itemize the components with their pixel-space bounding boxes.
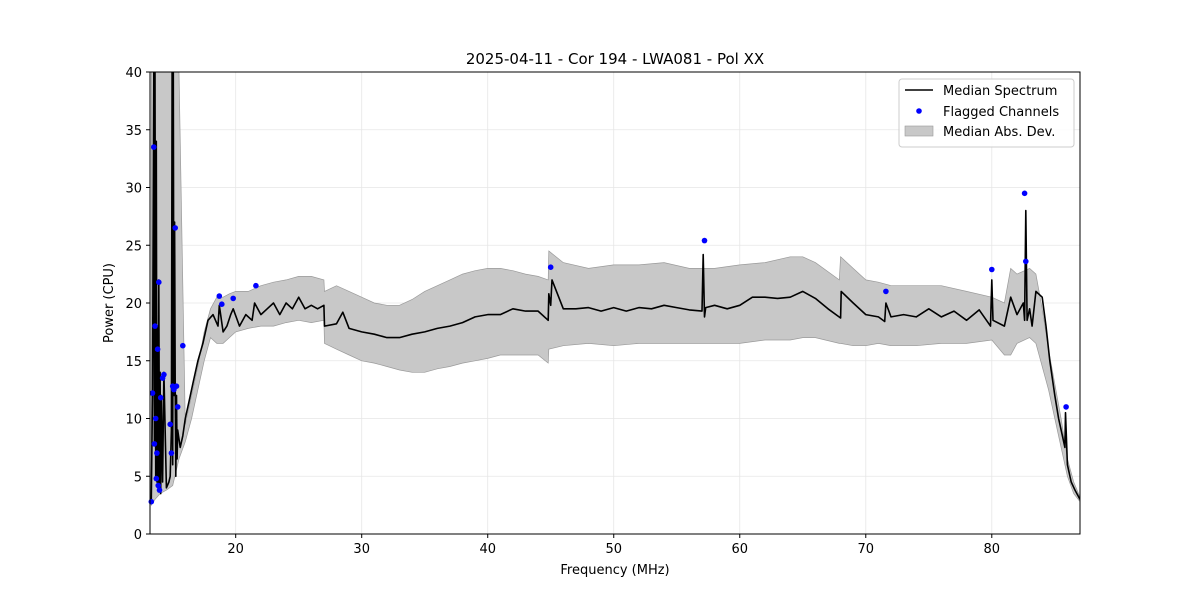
flagged-channel-point <box>219 301 225 308</box>
flagged-channel-point <box>172 225 178 231</box>
x-tick-label: 80 <box>984 542 1001 557</box>
flagged-channel-point <box>180 342 186 349</box>
flagged-channel-point <box>152 415 159 422</box>
flagged-channel-point <box>154 346 161 353</box>
median-spectrum-line <box>150 72 1080 500</box>
flagged-channel-point <box>151 144 157 150</box>
y-tick-label: 10 <box>125 413 142 428</box>
flagged-channel-point <box>167 421 173 428</box>
y-tick-label: 40 <box>125 66 142 81</box>
flagged-channel-point <box>168 450 175 456</box>
legend-median-spectrum: Median Spectrum <box>943 84 1057 99</box>
x-axis-ticks: 20 30 40 50 60 70 80 <box>227 534 1000 557</box>
flagged-channel-point <box>1021 190 1028 197</box>
x-tick-label: 20 <box>227 542 244 557</box>
y-tick-label: 30 <box>125 182 142 197</box>
legend: Median Spectrum Flagged Channels Median … <box>898 78 1075 148</box>
flagged-channel-point <box>161 371 167 378</box>
flagged-channel-point <box>1063 404 1069 410</box>
y-tick-label: 35 <box>125 124 142 139</box>
flagged-channel-point <box>149 390 156 396</box>
mad-band-layer <box>150 72 1080 507</box>
x-tick-label: 70 <box>857 542 874 557</box>
x-tick-label: 30 <box>353 542 370 557</box>
flagged-channel-point <box>156 487 163 493</box>
flagged-channel-point <box>155 482 161 489</box>
y-axis-ticks: 0 5 10 15 20 25 30 35 40 <box>125 66 150 543</box>
legend-flagged-channels: Flagged Channels <box>943 105 1059 120</box>
flagged-channel-point <box>253 282 259 289</box>
flagged-channel-point <box>883 288 889 295</box>
flagged-channel-point <box>156 279 162 286</box>
x-tick-label: 50 <box>605 542 622 557</box>
y-axis-label: Power (CPU) <box>102 263 117 343</box>
flagged-channel-point <box>152 323 158 329</box>
flagged-channel-point <box>230 295 236 302</box>
flagged-channel-point <box>1023 258 1029 265</box>
flagged-channel-point <box>216 293 223 299</box>
flagged-channel-point <box>989 266 995 273</box>
chart-title: 2025-04-11 - Cor 194 - LWA081 - Pol XX <box>466 50 764 68</box>
y-tick-label: 0 <box>134 528 142 543</box>
flagged-channels-layer <box>148 144 1069 505</box>
flagged-channel-point <box>151 441 158 447</box>
y-tick-label: 20 <box>125 297 142 312</box>
y-tick-label: 15 <box>125 355 142 370</box>
flagged-channel-point <box>153 475 160 482</box>
flagged-channel-point <box>157 394 164 401</box>
y-tick-label: 25 <box>125 239 142 254</box>
x-axis-label: Frequency (MHz) <box>560 563 669 578</box>
legend-band-swatch <box>904 125 934 137</box>
flagged-channel-point <box>174 404 181 410</box>
y-tick-label: 5 <box>134 470 142 485</box>
mad-band <box>150 72 1080 507</box>
flagged-channel-point <box>701 237 708 244</box>
legend-box <box>898 78 1075 148</box>
flagged-channel-point <box>148 498 155 505</box>
legend-median-abs-dev: Median Abs. Dev. <box>943 125 1055 140</box>
flagged-channel-point <box>547 264 554 271</box>
flagged-channel-point <box>154 450 160 456</box>
median-spectrum-layer <box>150 72 1080 500</box>
x-tick-label: 60 <box>731 542 748 557</box>
flagged-channel-point <box>173 383 180 390</box>
legend-marker-swatch <box>916 108 922 114</box>
x-tick-label: 40 <box>479 542 496 557</box>
